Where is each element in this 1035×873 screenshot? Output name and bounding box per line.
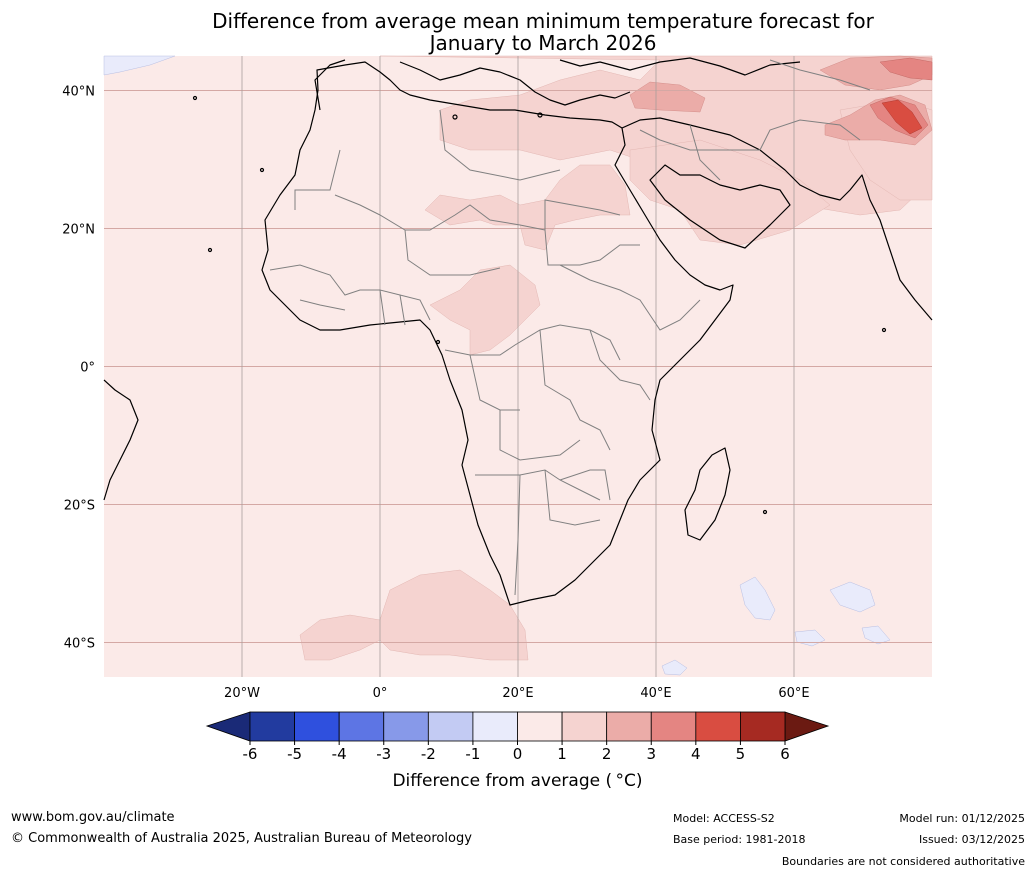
colorbar-segment — [338, 711, 385, 742]
anomaly-region-cool-south-indian-5 — [661, 659, 688, 676]
footer-website[interactable]: www.bom.gov.au/climate — [11, 810, 175, 825]
lat-tick-label: 20°N — [62, 223, 95, 238]
colorbar-tick-label: -4 — [332, 745, 347, 763]
borders-east-africa — [559, 264, 701, 401]
island-crete — [537, 112, 543, 118]
borders-southern-africa — [475, 469, 611, 596]
colorbar-tick-label: -5 — [287, 745, 302, 763]
colorbar-tick-label: -6 — [243, 745, 258, 763]
anomaly-region-central-africa — [429, 264, 541, 356]
colorbar-tick-label: 0 — [513, 745, 523, 763]
island-maldives — [881, 327, 887, 333]
lat-tick-label: 20°S — [64, 499, 95, 514]
country-borders — [269, 59, 871, 596]
anomaly-region-arabia — [629, 139, 831, 246]
lon-tick-label: 20°W — [224, 686, 260, 701]
island-sicily — [452, 114, 458, 120]
anomaly-region-cool-northwest — [103, 55, 176, 76]
coastline-madagascar — [684, 447, 731, 541]
anomaly-region-south-atlantic — [299, 569, 529, 661]
anomaly-region-cool-south-indian-1 — [739, 576, 776, 621]
anomaly-region-hotspot-north — [879, 57, 933, 81]
anomaly-region-hotspot-core — [881, 99, 923, 135]
lon-tick-label: 60°E — [778, 686, 809, 701]
lat-tick-label: 40°S — [64, 637, 95, 652]
colorbar-high-extension — [784, 711, 830, 742]
anomaly-region-caspian — [629, 81, 706, 113]
colorbar-segment — [472, 711, 518, 742]
colorbar-segment — [740, 711, 786, 742]
colorbar-tick-label: 3 — [646, 745, 656, 763]
borders-north-africa — [294, 109, 640, 276]
footer-copyright: © Commonwealth of Australia 2025, Austra… — [11, 831, 472, 846]
coastline-south-america — [103, 379, 139, 501]
colorbar-segment — [383, 711, 429, 742]
colorbar-tick-label: 1 — [557, 745, 567, 763]
colorbar-tick-label: 2 — [602, 745, 612, 763]
colorbar-label: Difference from average ( °C) — [392, 771, 643, 791]
colorbar-segment — [294, 711, 340, 742]
footer-model-run: Model run: 01/12/2025 — [899, 812, 1025, 825]
colorbar-segment — [561, 711, 608, 742]
island-canaries — [259, 167, 265, 173]
lat-tick-label: 0° — [80, 361, 95, 376]
lon-tick-label: 40°E — [640, 686, 671, 701]
axis-labels: 40°N 20°N 0° 20°S 40°S 20°W 0° 20°E 40°E 60°E — [62, 85, 809, 702]
colorbar-segment — [517, 711, 563, 742]
colorbar-tick-label: -3 — [376, 745, 391, 763]
colorbar-tick-label: 5 — [736, 745, 746, 763]
colorbar-segment — [249, 711, 295, 742]
colorbar-segment — [695, 711, 741, 742]
coastlines — [103, 57, 933, 606]
lon-tick-label: 0° — [373, 686, 388, 701]
island-azores — [192, 95, 198, 101]
island-cape-verde — [207, 247, 213, 253]
borders-west-africa — [269, 264, 431, 326]
colorbar-tick-label: -2 — [421, 745, 436, 763]
colorbar-segment — [427, 711, 474, 742]
footer-base-period: Base period: 1981-2018 — [673, 833, 806, 846]
coastline-arabia — [621, 117, 933, 321]
colorbar-segment — [606, 711, 652, 742]
footer-model: Model: ACCESS-S2 — [673, 812, 775, 825]
colorbar: -6 -5 -4 -3 -2 -1 0 1 2 3 4 5 6 — [205, 711, 830, 763]
title-line-2: January to March 2026 — [429, 31, 657, 55]
colorbar-low-extension — [205, 711, 251, 742]
lon-tick-label: 20°E — [502, 686, 533, 701]
title-line-1: Difference from average mean minimum tem… — [212, 9, 874, 33]
colorbar-segment — [650, 711, 697, 742]
coastline-africa — [261, 61, 734, 606]
anomaly-region-cool-south-indian-2 — [829, 581, 876, 613]
anomaly-region-sahara — [424, 164, 631, 251]
borders-middle-east — [639, 59, 871, 181]
colorbar-tick-label: -1 — [465, 745, 480, 763]
colorbar-tick-label: 6 — [780, 745, 790, 763]
borders-central-africa — [444, 324, 621, 461]
coastline-europe — [314, 57, 801, 111]
graticule — [104, 56, 932, 677]
colorbar-boxes — [249, 711, 786, 742]
island-bioko — [435, 339, 441, 345]
footer-issued: Issued: 03/12/2025 — [918, 833, 1025, 846]
chart-title: Difference from average mean minimum tem… — [0, 10, 1035, 54]
island-mauritius — [762, 509, 768, 515]
lat-tick-label: 40°N — [62, 85, 95, 100]
footer-disclaimer: Boundaries are not considered authoritat… — [781, 855, 1025, 868]
colorbar-tick-label: 4 — [691, 745, 701, 763]
colorbar-ticks: -6 -5 -4 -3 -2 -1 0 1 2 3 4 5 6 — [243, 741, 790, 763]
